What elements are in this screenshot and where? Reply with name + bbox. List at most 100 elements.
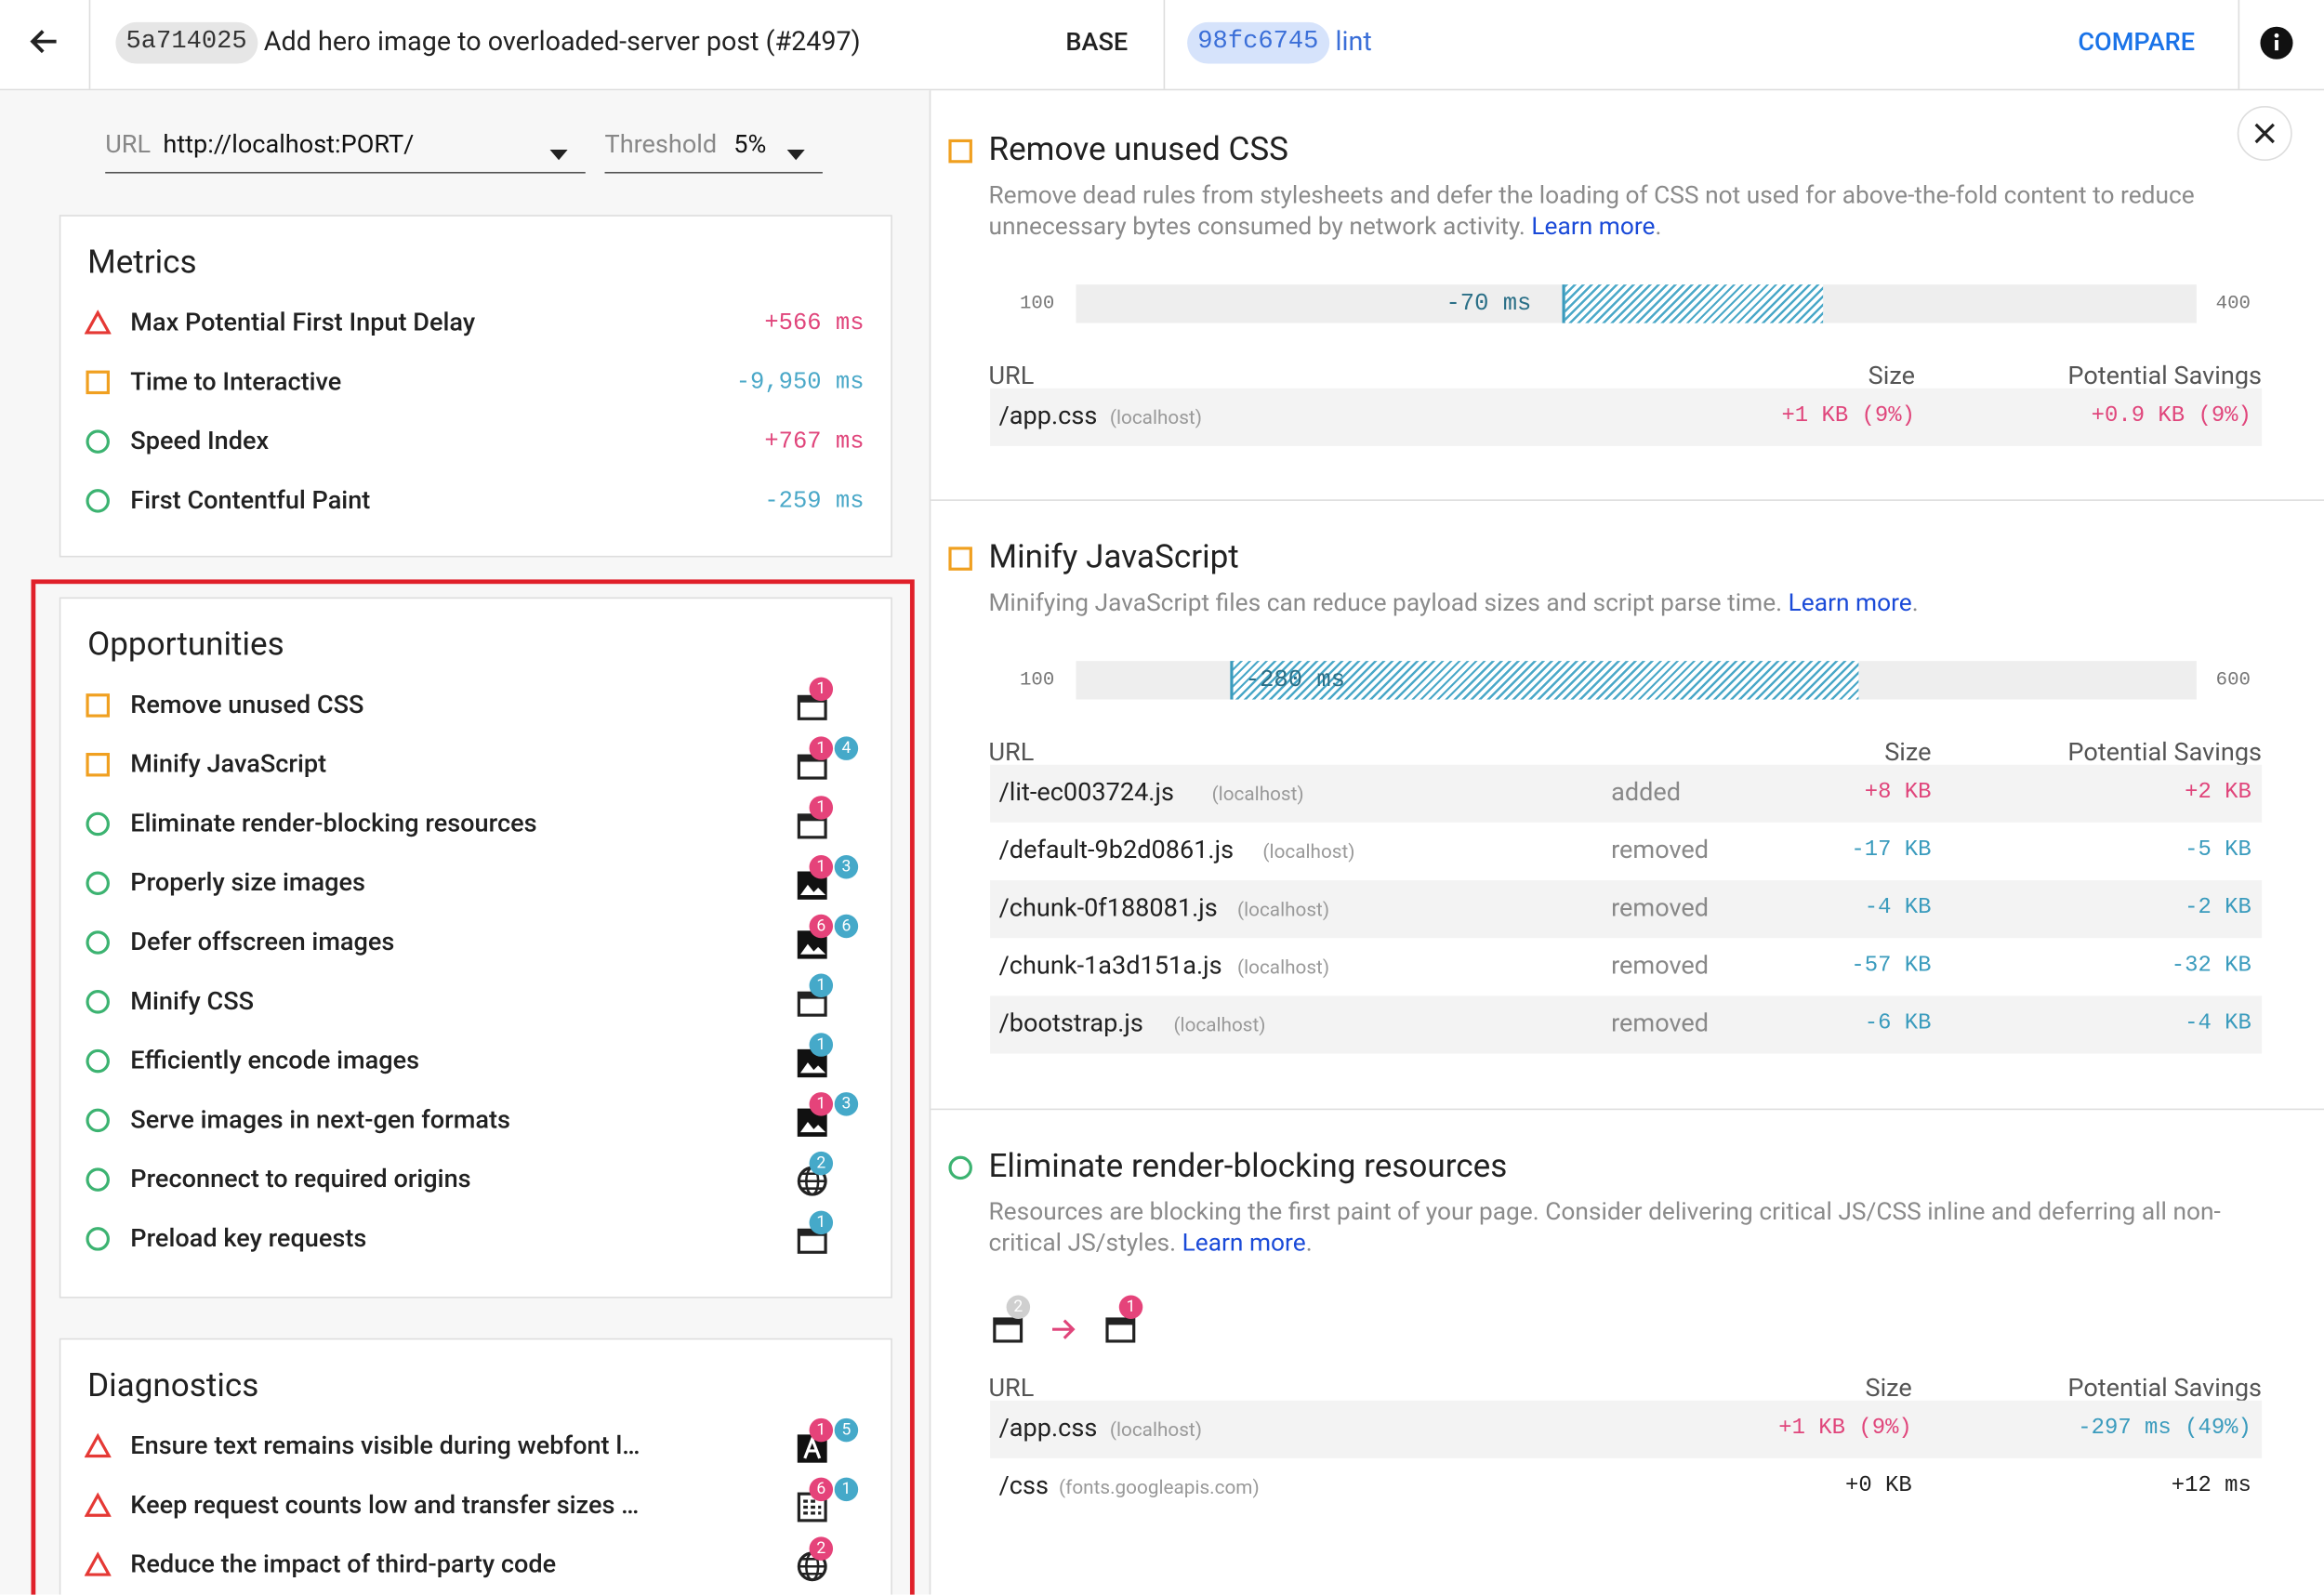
compare-button[interactable]: COMPARE: [2078, 28, 2196, 59]
status-icon: [84, 1492, 112, 1520]
info-stem: [2275, 40, 2278, 51]
badge: 1: [809, 736, 834, 760]
bar-axis-max: 600: [2215, 668, 2251, 691]
audit-row[interactable]: Reduce the impact of third-party code 2: [60, 1536, 891, 1591]
audit-label: Speed Index: [130, 427, 270, 457]
row-url: /chunk-1a3d151a.js: [998, 951, 1222, 982]
badge: 6: [809, 914, 834, 939]
row-size: -57 KB: [1851, 953, 1932, 979]
audit-row[interactable]: Eliminate render-blocking resources 1: [60, 796, 891, 850]
resource-icon: [1104, 1313, 1137, 1346]
close-button[interactable]: [2237, 105, 2293, 162]
row-url: /lit-ec003724.js: [998, 778, 1174, 808]
table-row: /app.css (localhost) +1 KB (9%) -297 ms (49…: [990, 1400, 2263, 1458]
audit-row[interactable]: Max Potential First Input Delay +566 ms: [60, 297, 891, 349]
triangle: [84, 1492, 112, 1517]
audit-row[interactable]: Efficiently encode images 1: [60, 1033, 891, 1088]
row-savings: -32 KB: [2171, 953, 2251, 979]
select[interactable]: Threshold 5%: [604, 125, 823, 174]
circle: [86, 930, 110, 955]
bar-delta-label: -70 ms: [1446, 290, 1532, 318]
audit-label: Preconnect to required origins: [130, 1165, 471, 1195]
audit-row[interactable]: Preconnect to required origins 2: [60, 1151, 891, 1206]
learn-more-link[interactable]: Learn more: [1182, 1230, 1306, 1259]
audit-row[interactable]: Minify CSS 1: [60, 973, 891, 1028]
status-icon: [85, 751, 112, 778]
link-end: .: [1911, 589, 1919, 618]
badge: 1: [809, 1033, 834, 1057]
row-size: -4 KB: [1864, 895, 1932, 921]
square: [948, 138, 972, 164]
circle: [86, 489, 110, 513]
status-icon-graphic: [86, 370, 110, 395]
badge: 1: [809, 1210, 834, 1235]
resource-icon-graphic: [1105, 1317, 1136, 1343]
circle: [86, 1227, 110, 1251]
row-host: (localhost): [1173, 1015, 1266, 1038]
status-icon-graphic: [948, 138, 972, 164]
audit-row[interactable]: Remove unused CSS 1: [60, 677, 891, 732]
divider: [1163, 0, 1166, 89]
card-title: Metrics: [87, 244, 197, 282]
bar-axis-min: 100: [1019, 292, 1055, 315]
audit-row[interactable]: Keep request counts low and transfer siz…: [60, 1477, 891, 1532]
badge: 4: [834, 736, 859, 760]
audit-label: Time to Interactive: [130, 367, 342, 398]
circle: [86, 429, 110, 454]
audit-label: Remove unused CSS: [130, 690, 364, 720]
audit-row[interactable]: Defer offscreen images 6 6: [60, 914, 891, 969]
status-icon-graphic: [86, 1227, 110, 1251]
description-text: Minifying JavaScript files can reduce pa…: [988, 589, 1783, 618]
info-button[interactable]: [2257, 24, 2295, 62]
column-header: Potential Savings: [2067, 1374, 2263, 1404]
audit-row[interactable]: First Contentful Paint -259 ms: [60, 474, 891, 527]
audit-label: Serve images in next-gen formats: [130, 1105, 510, 1136]
base-hash: 5a714025: [115, 21, 257, 64]
status-icon-graphic: [84, 1432, 112, 1458]
audit-row[interactable]: Preload key requests 1: [60, 1210, 891, 1265]
badge: 1: [809, 1417, 834, 1443]
caret: [549, 150, 568, 161]
audit-row[interactable]: Serve images in next-gen formats 1 3: [60, 1092, 891, 1147]
badge: 1: [809, 854, 834, 879]
status-icon: [85, 1048, 112, 1074]
badge: 5: [834, 1417, 859, 1443]
dropdown-arrow: [786, 139, 805, 161]
table-row: /default-9b2d0861.js (localhost) removed -1…: [990, 822, 2263, 881]
highlight-box: [31, 579, 915, 1595]
circle: [86, 1167, 110, 1192]
audit-description: Remove dead rules from stylesheets and d…: [988, 181, 2278, 244]
section-divider: [931, 1108, 2324, 1111]
audit-row[interactable]: Properly size images 1 3: [60, 854, 891, 910]
transition-arrow: [1050, 1316, 1079, 1343]
audit-row[interactable]: Speed Index +767 ms: [60, 415, 891, 468]
back-button[interactable]: [24, 20, 66, 62]
audit-label: First Contentful Paint: [130, 485, 371, 516]
triangle: [84, 1551, 112, 1576]
dropdown-arrow: [549, 139, 568, 161]
row-url: /default-9b2d0861.js: [998, 836, 1235, 866]
column-header: Size: [1868, 362, 1915, 391]
badge: 1: [834, 1477, 859, 1502]
row-state: removed: [1611, 951, 1710, 982]
link-end: .: [1655, 213, 1662, 242]
learn-more-link[interactable]: Learn more: [1788, 589, 1912, 618]
divider: [2238, 0, 2240, 89]
status-icon-graphic: [84, 1551, 112, 1576]
badge: 1: [809, 973, 834, 998]
resource-icon-graphic: [993, 1317, 1023, 1343]
card: Diagnostics Ensure text remains visible d…: [59, 1338, 892, 1595]
metric-delta: +566 ms: [764, 310, 865, 336]
audit-label: Preload key requests: [130, 1223, 367, 1254]
audit-row[interactable]: Time to Interactive -9,950 ms: [60, 356, 891, 409]
bar-axis-min: 100: [1019, 668, 1055, 691]
audit-row[interactable]: Minify JavaScript 1 4: [60, 736, 891, 791]
select[interactable]: URL http://localhost:PORT/: [105, 125, 586, 174]
back-button-graphic: [30, 30, 57, 54]
link-end: .: [1305, 1230, 1313, 1259]
audit-row[interactable]: Ensure text remains visible during webfo…: [60, 1417, 891, 1472]
card-title: Diagnostics: [87, 1367, 259, 1405]
learn-more-link[interactable]: Learn more: [1531, 213, 1656, 242]
row-state: added: [1611, 778, 1682, 808]
bar-delta: [1561, 284, 1824, 323]
